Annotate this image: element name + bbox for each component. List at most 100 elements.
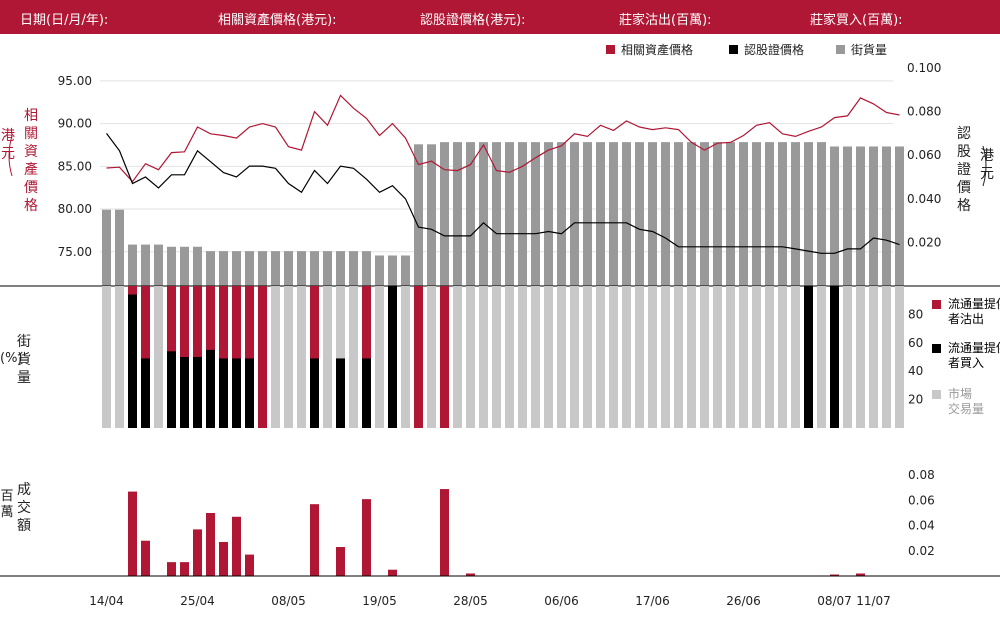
market-volume-bar bbox=[544, 286, 553, 428]
warrant-price-line bbox=[106, 133, 900, 254]
lp-buy-bar bbox=[219, 358, 228, 428]
lp-sell-bar bbox=[141, 286, 150, 428]
y-left-tick-label: 75.00 bbox=[58, 245, 92, 259]
outstanding-bar bbox=[466, 142, 475, 286]
lp-sell-bar bbox=[440, 286, 449, 428]
pct-legend-swatch bbox=[932, 390, 941, 399]
market-volume-bar bbox=[596, 286, 605, 428]
lp-buy-bar bbox=[804, 286, 813, 428]
underlying-price-line bbox=[106, 94, 900, 183]
outstanding-bar bbox=[492, 142, 501, 286]
turnover-tick-label: 0.02 bbox=[908, 544, 935, 558]
outstanding-bar bbox=[362, 251, 371, 286]
turnover-axis-title: 成 bbox=[17, 482, 31, 498]
pct-axis-title: 街 bbox=[17, 334, 31, 350]
x-tick-label: 11/07 bbox=[856, 594, 891, 608]
y-left-tick-label: 95.00 bbox=[58, 74, 92, 88]
left-axis-title: 產 bbox=[24, 161, 38, 178]
header-date-label: 日期(日/月/年): bbox=[20, 13, 109, 28]
y-right-tick-label: 0.020 bbox=[907, 235, 941, 249]
outstanding-bar bbox=[518, 142, 527, 286]
outstanding-bar bbox=[557, 142, 566, 286]
market-volume-bar bbox=[778, 286, 787, 428]
market-volume-bar bbox=[271, 286, 280, 428]
market-volume-bar bbox=[492, 286, 501, 428]
market-volume-bar bbox=[817, 286, 826, 428]
turnover-bar bbox=[466, 573, 475, 576]
pct-legend-label: 流通量提供 bbox=[948, 296, 1000, 311]
x-tick-label: 25/04 bbox=[180, 594, 215, 608]
turnover-bar bbox=[440, 489, 449, 576]
turnover-bar bbox=[245, 554, 254, 576]
outstanding-bar bbox=[531, 142, 540, 286]
x-tick-label: 26/06 bbox=[726, 594, 761, 608]
turnover-bar bbox=[232, 516, 241, 576]
y-left-tick-label: 90.00 bbox=[58, 117, 92, 131]
market-volume-bar bbox=[583, 286, 592, 428]
left-axis-unit: 港 bbox=[1, 128, 15, 144]
outstanding-bar bbox=[414, 144, 423, 286]
header-underlying-price-label: 相關資產價格(港元): bbox=[218, 13, 337, 28]
lp-sell-bar bbox=[219, 286, 228, 428]
lp-buy-bar bbox=[362, 358, 371, 428]
lp-sell-bar bbox=[310, 286, 319, 428]
outstanding-bar bbox=[752, 142, 761, 286]
pct-tick-label: 20 bbox=[908, 393, 923, 407]
outstanding-bar bbox=[765, 142, 774, 286]
outstanding-bar bbox=[817, 142, 826, 286]
outstanding-bar bbox=[336, 251, 345, 286]
outstanding-bar bbox=[700, 142, 709, 286]
market-volume-bar bbox=[674, 286, 683, 428]
outstanding-bar bbox=[323, 251, 332, 286]
x-tick-label: 14/04 bbox=[89, 594, 124, 608]
market-volume-bar bbox=[882, 286, 891, 428]
lp-sell-bar bbox=[362, 286, 371, 428]
pct-axis-title: 貨 bbox=[17, 351, 31, 368]
outstanding-bar bbox=[219, 251, 228, 286]
y-left-tick-label: 85.00 bbox=[58, 159, 92, 173]
outstanding-bar bbox=[115, 209, 124, 286]
header-mm-sell-label: 莊家沽出(百萬): bbox=[619, 13, 712, 28]
outstanding-bar bbox=[141, 244, 150, 286]
market-volume-bar bbox=[531, 286, 540, 428]
turnover-bar bbox=[180, 562, 189, 576]
outstanding-bar bbox=[843, 146, 852, 286]
pct-legend-label: 者買入 bbox=[948, 356, 984, 370]
x-tick-label: 08/07 bbox=[817, 594, 852, 608]
market-volume-bar bbox=[739, 286, 748, 428]
outstanding-bar bbox=[570, 142, 579, 286]
right-axis-unit-paren bbox=[982, 145, 987, 187]
header-bar: 日期(日/月/年): 相關資產價格(港元): 認股證價格(港元): 莊家沽出(百… bbox=[0, 0, 1000, 34]
outstanding-bar bbox=[635, 142, 644, 286]
right-axis-title: 價 bbox=[957, 179, 971, 196]
x-tick-label: 06/06 bbox=[544, 594, 579, 608]
outstanding-bar bbox=[167, 246, 176, 286]
outstanding-bar bbox=[687, 142, 696, 286]
outstanding-bar bbox=[232, 251, 241, 286]
outstanding-bar bbox=[791, 142, 800, 286]
outstanding-bar bbox=[427, 144, 436, 286]
market-volume-bar bbox=[375, 286, 384, 428]
turnover-bar bbox=[336, 547, 345, 576]
market-volume-bar bbox=[856, 286, 865, 428]
turnover-bar bbox=[830, 574, 839, 576]
pct-tick-label: 60 bbox=[908, 336, 923, 350]
outstanding-bar bbox=[830, 146, 839, 286]
market-volume-bar bbox=[284, 286, 293, 428]
lp-buy-bar bbox=[180, 357, 189, 428]
turnover-bar bbox=[141, 540, 150, 576]
right-axis-title: 股 bbox=[957, 144, 971, 160]
pct-legend-swatch bbox=[932, 344, 941, 353]
lp-buy-bar bbox=[310, 358, 319, 428]
market-volume-bar bbox=[843, 286, 852, 428]
outstanding-bar bbox=[895, 146, 904, 286]
outstanding-bar bbox=[245, 251, 254, 286]
x-tick-label: 17/06 bbox=[635, 594, 670, 608]
outstanding-bar bbox=[154, 244, 163, 286]
market-volume-bar bbox=[102, 286, 111, 428]
market-volume-bar bbox=[635, 286, 644, 428]
header-mm-buy-label: 莊家買入(百萬): bbox=[810, 13, 903, 28]
legend-swatch bbox=[729, 45, 738, 54]
outstanding-bar bbox=[271, 251, 280, 286]
pct-axis-title: 量 bbox=[17, 370, 31, 386]
